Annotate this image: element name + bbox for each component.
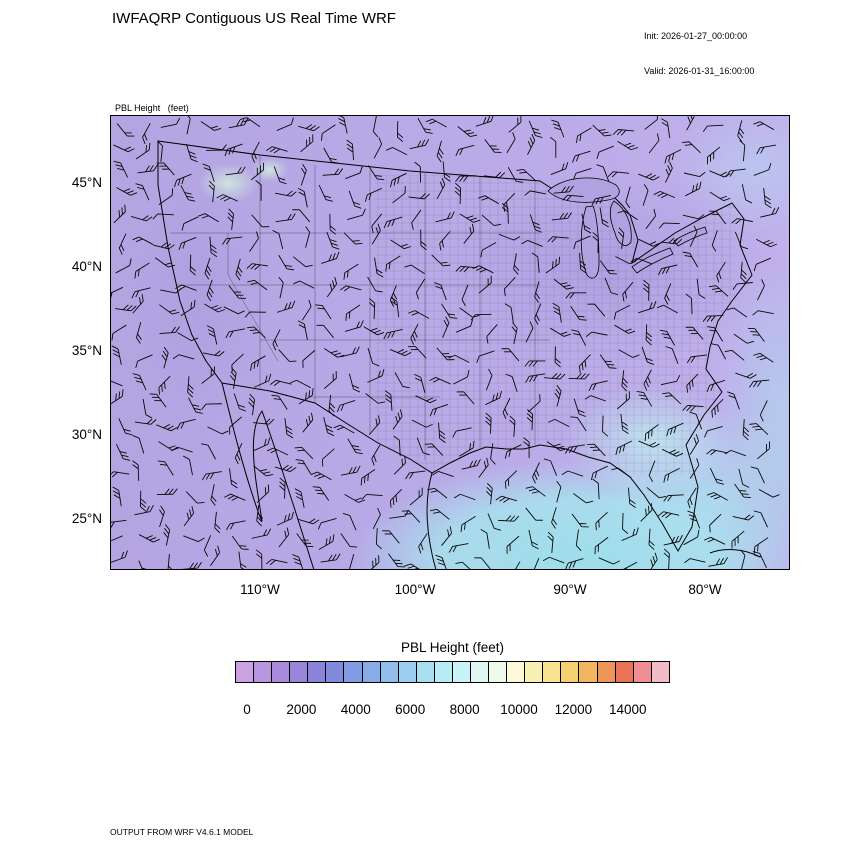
map-frame [110, 115, 790, 570]
colorbar-cell [597, 662, 616, 682]
run-times: Init: 2026-01-27_00:00:00 Valid: 2026-01… [644, 8, 754, 100]
colorbar-cell [651, 662, 669, 682]
colorbar-cell [452, 662, 472, 682]
colorbar-tick: 2000 [286, 702, 317, 717]
y-axis-label: 40°N [71, 259, 102, 274]
colorbar-cell [471, 662, 490, 682]
x-axis-label: 100°W [394, 582, 436, 597]
y-axis-label: 45°N [71, 175, 102, 190]
colorbar-tick: 8000 [449, 702, 480, 717]
colorbar-cell [633, 662, 652, 682]
colorbar-title: PBL Height (feet) [400, 640, 505, 655]
colorbar-cell [398, 662, 417, 682]
colorbar-cell [308, 662, 327, 682]
coastlines-and-borders [157, 140, 761, 571]
plot-title: IWFAQRP Contiguous US Real Time WRF [112, 10, 396, 27]
x-axis-label: 110°W [240, 582, 280, 597]
colorbar-cell [416, 662, 435, 682]
colorbar-cell [380, 662, 399, 682]
y-axis-label: 35°N [71, 343, 102, 358]
colorbar-cell [272, 662, 291, 682]
map-panel [101, 105, 843, 660]
colorbar [235, 661, 670, 683]
colorbar-tick: 4000 [340, 702, 371, 717]
colorbar-cell [543, 662, 562, 682]
wind-barbs-layer [101, 109, 780, 583]
colorbar-tick: 0 [243, 702, 251, 717]
y-axis-label: 30°N [71, 427, 102, 442]
x-axis-label: 90°W [553, 582, 587, 597]
colorbar-cell [615, 662, 634, 682]
colorbar-tick: 10000 [500, 702, 538, 717]
colorbar-tick: 12000 [554, 702, 593, 717]
colorbar-tick: 6000 [395, 702, 426, 717]
y-axis-label: 25°N [71, 511, 102, 526]
valid-time: Valid: 2026-01-31_16:00:00 [644, 65, 755, 76]
colorbar-cell [579, 662, 598, 682]
x-axis-label: 80°W [688, 582, 722, 597]
colorbar-cell [434, 662, 453, 682]
colorbar-cell [326, 662, 345, 682]
colorbar-cell [254, 662, 273, 682]
model-info-line1: OUTPUT FROM WRF V4.6.1 MODEL [110, 827, 254, 837]
layer-fill-label: PBL Height (feet) [115, 103, 189, 113]
colorbar-cell [525, 662, 544, 682]
colorbar-tick-labels: 0 2000 4000 6000 8000 10000 12000 14000 [235, 702, 670, 720]
colorbar-cell [507, 662, 526, 682]
colorbar-cell [489, 662, 508, 682]
model-info: OUTPUT FROM WRF V4.6.1 MODEL WE = 580 ; … [110, 806, 444, 850]
colorbar-cell [290, 662, 309, 682]
colorbar-tick: 14000 [609, 702, 647, 717]
colorbar-cell [561, 662, 580, 682]
colorbar-cell [344, 662, 363, 682]
colorbar-cell [236, 662, 255, 682]
init-time: Init: 2026-01-27_00:00:00 [644, 31, 748, 41]
colorbar-cell [362, 662, 381, 682]
state-borders [170, 155, 550, 460]
conus-map [101, 105, 843, 660]
